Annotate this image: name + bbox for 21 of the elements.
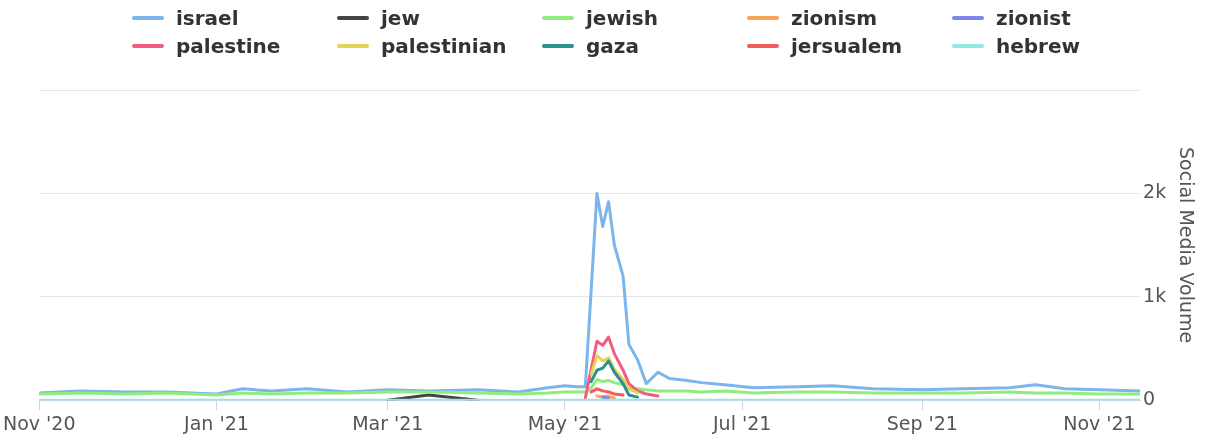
- legend-label: palestine: [175, 33, 282, 60]
- x-tick-label: Sep '21: [886, 411, 958, 434]
- y-tick-label: 0: [1143, 387, 1156, 410]
- legend-label: zionist: [995, 5, 1072, 32]
- legend-label: gaza: [585, 33, 640, 60]
- legend-label: jewish: [584, 5, 659, 32]
- legend-label: jersualem: [789, 33, 904, 60]
- x-tick-label: May '21: [527, 411, 603, 434]
- y-tick-label: 2k: [1143, 180, 1167, 203]
- x-tick-label: Mar '21: [352, 411, 424, 434]
- x-tick-label: Jul '21: [711, 411, 772, 434]
- x-tick-label: Nov '20: [2, 411, 76, 434]
- y-tick-label: 1k: [1143, 283, 1167, 306]
- x-tick-label: Jan '21: [183, 411, 249, 434]
- legend-label: jew: [379, 5, 421, 32]
- legend-label: palestinian: [380, 33, 508, 60]
- x-tick-label: Nov '21: [1063, 411, 1136, 434]
- y-axis-title: Social Media Volume: [1175, 147, 1198, 344]
- legend-label: hebrew: [995, 33, 1082, 60]
- legend-label: israel: [175, 5, 240, 32]
- legend-label: zionism: [790, 5, 879, 32]
